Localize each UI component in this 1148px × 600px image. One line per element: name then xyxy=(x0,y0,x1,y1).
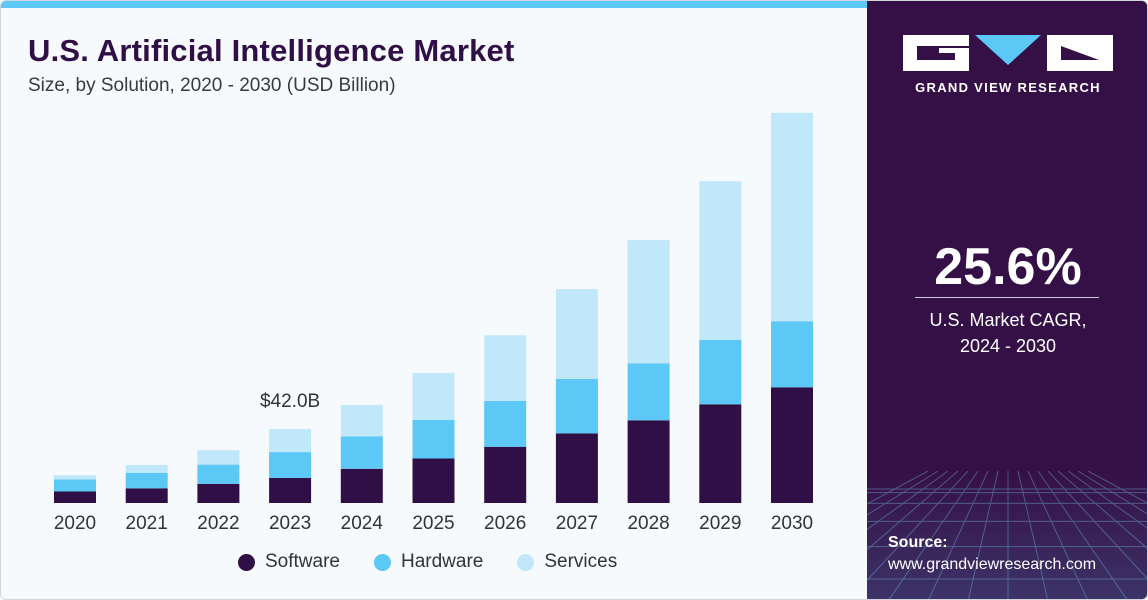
annotations: $42.0B xyxy=(260,391,320,412)
x-tick-label-2030: 2030 xyxy=(771,513,813,534)
bar-services-2024 xyxy=(340,404,383,437)
stacked-bar-chart: 2020 2021 2022 2023 2024 2025 2026 2027 2028 2029… xyxy=(54,112,813,534)
source-title: Source: xyxy=(888,534,948,551)
cagr-label-line1: U.S. Market CAGR, xyxy=(929,310,1087,330)
top-accent-line xyxy=(1,1,867,8)
legend-swatch-services xyxy=(517,553,535,571)
bar-hardware-2026 xyxy=(484,400,527,447)
bar-services-2023 xyxy=(269,429,312,453)
cagr-divider xyxy=(915,297,1099,298)
x-tick-label-2026: 2026 xyxy=(484,513,526,534)
bar-software-2029 xyxy=(699,404,742,503)
bar-software-2022 xyxy=(197,483,240,503)
legend: Software Hardware Services xyxy=(238,551,651,573)
legend-label-software: Software xyxy=(265,551,340,572)
bar-group xyxy=(54,112,813,503)
bar-services-2029 xyxy=(699,181,742,340)
cagr-label-line2: 2024 - 2030 xyxy=(959,336,1057,356)
bar-software-2025 xyxy=(412,458,455,503)
legend-item-software: Software xyxy=(238,551,340,573)
bar-hardware-2023 xyxy=(269,452,312,478)
bar-services-2028 xyxy=(627,240,670,364)
bar-software-2020 xyxy=(54,491,96,503)
bar-software-2026 xyxy=(484,446,527,503)
bar-hardware-2021 xyxy=(125,472,168,489)
x-tick-label-2029: 2029 xyxy=(699,513,741,534)
cagr-label: U.S. Market CAGR, 2024 - 2030 xyxy=(867,307,1147,359)
source-url[interactable]: www.grandviewresearch.com xyxy=(888,556,1097,573)
bar-services-2021 xyxy=(125,464,168,473)
bar-services-2020 xyxy=(54,475,96,480)
x-tick-label-2023: 2023 xyxy=(269,513,311,534)
x-tick-label-2028: 2028 xyxy=(627,513,669,534)
bar-services-2027 xyxy=(555,289,598,379)
x-tick-label-2025: 2025 xyxy=(412,513,454,534)
bar-hardware-2022 xyxy=(197,464,240,484)
x-tick-label-2024: 2024 xyxy=(341,513,384,534)
bar-hardware-2027 xyxy=(555,378,598,434)
bar-hardware-2020 xyxy=(54,479,96,492)
legend-item-hardware: Hardware xyxy=(373,551,484,573)
chart-title: U.S. Artificial Intelligence Market xyxy=(28,33,515,68)
x-tick-label-2022: 2022 xyxy=(197,513,239,534)
legend-swatch-hardware xyxy=(373,553,391,571)
bar-services-2026 xyxy=(484,335,527,401)
bar-services-2025 xyxy=(412,372,455,420)
x-tick-label-2021: 2021 xyxy=(126,513,168,534)
bar-hardware-2024 xyxy=(340,436,383,469)
x-tick-label-2020: 2020 xyxy=(54,513,96,534)
legend-label-services: Services xyxy=(544,551,618,572)
x-tick-label-2027: 2027 xyxy=(556,513,598,534)
legend-item-services: Services xyxy=(517,551,617,573)
brand-name: GRAND VIEW RESEARCH xyxy=(915,80,1101,95)
annotation-label-2023: $42.0B xyxy=(260,391,320,412)
bar-hardware-2029 xyxy=(699,339,742,405)
bar-software-2024 xyxy=(340,468,383,503)
bar-hardware-2025 xyxy=(412,419,455,459)
legend-label-hardware: Hardware xyxy=(400,551,484,572)
chart-subtitle: Size, by Solution, 2020 - 2030 (USD Bill… xyxy=(28,75,396,96)
bar-services-2030 xyxy=(771,112,813,322)
bar-software-2030 xyxy=(771,387,813,503)
legend-swatch-software xyxy=(238,553,255,571)
x-axis-ticks: 2020 2021 2022 2023 2024 2025 2026 2027 2028 2029… xyxy=(54,513,813,534)
grand-view-research-logo xyxy=(903,35,1113,71)
bar-software-2027 xyxy=(555,433,598,503)
bar-hardware-2028 xyxy=(627,363,670,421)
grid-decoration xyxy=(867,471,1147,599)
bar-services-2022 xyxy=(197,450,240,465)
bar-software-2023 xyxy=(269,477,312,503)
cagr-value: 25.6% xyxy=(934,238,1082,296)
bar-software-2028 xyxy=(627,420,670,503)
bar-software-2021 xyxy=(125,488,168,503)
sidebar-panel: GRAND VIEW RESEARCH 25.6% U.S. Market CA… xyxy=(867,1,1147,599)
bar-hardware-2030 xyxy=(771,321,813,388)
